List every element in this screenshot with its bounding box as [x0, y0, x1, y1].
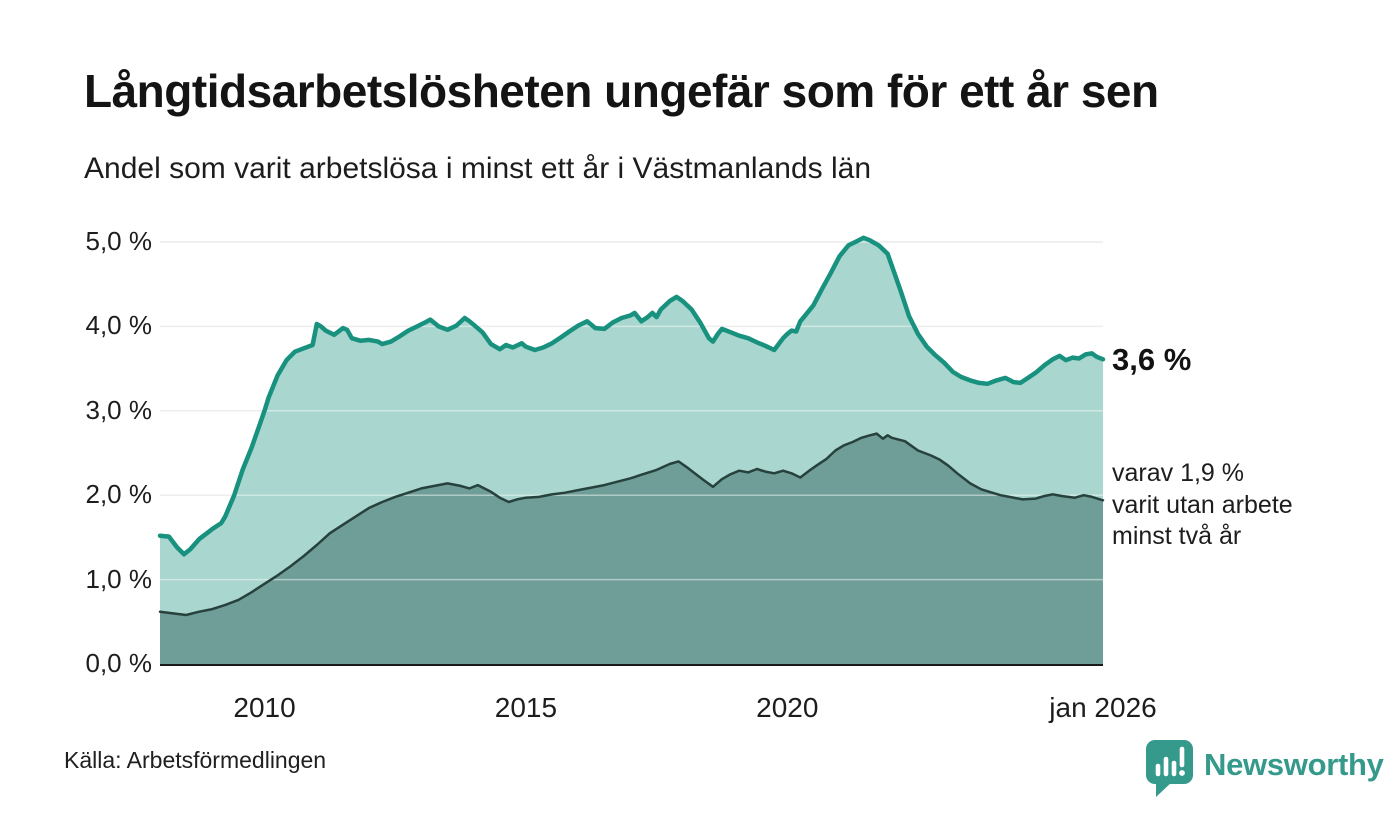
x-tick-label: jan 2026 [1049, 692, 1157, 723]
x-tick-label: 2015 [494, 692, 558, 723]
y-tick-label: 5,0 % [85, 225, 153, 256]
brand-name: Newsworthy [1204, 747, 1384, 782]
series-line-0 [157, 235, 1106, 557]
y-tick-label: 3,0 % [85, 394, 153, 425]
brand-logo: Newsworthy [1146, 740, 1384, 798]
series-secondary-annotation: varav 1,9 % varit utan arbete minst två … [1112, 458, 1293, 550]
x-tick-label: 2010 [233, 692, 296, 723]
page-title: Långtidsarbetslösheten ungefär som för e… [84, 65, 1159, 117]
page-subtitle: Andel som varit arbetslösa i minst ett å… [84, 152, 872, 185]
area-fill-1 [160, 433, 1103, 664]
series-end-value-label: 3,6 % [1112, 342, 1192, 377]
newsworthy-pin-icon [1146, 740, 1193, 797]
y-tick-label: 0,0 % [85, 647, 153, 678]
y-tick-label: 4,0 % [85, 310, 153, 341]
y-tick-label: 1,0 % [85, 563, 153, 594]
series-line-1 [158, 432, 1105, 617]
source-note: Källa: Arbetsförmedlingen [64, 747, 327, 773]
y-tick-label: 2,0 % [85, 479, 153, 510]
x-tick-label: 2020 [756, 692, 819, 723]
